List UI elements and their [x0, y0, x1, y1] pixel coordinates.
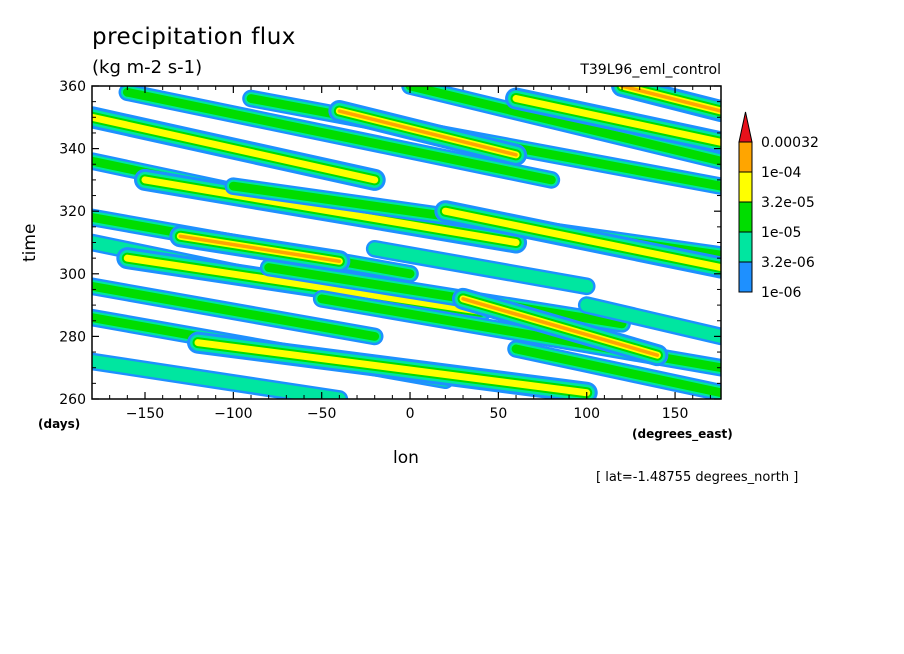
precip-band-14: [259, 258, 631, 333]
precip-band-23: [169, 225, 351, 273]
y-tick-label: 360: [59, 79, 86, 95]
colorbar-label: 1e-04: [761, 165, 801, 181]
precip-contour-21-2: [511, 344, 721, 398]
precip-contour-6-4: [620, 86, 721, 113]
precip-band-19: [187, 331, 598, 399]
colorbar-label: 0.00032: [761, 135, 819, 151]
precip-band-1: [118, 86, 561, 189]
colorbar-segment: [738, 201, 753, 233]
chart-units: (kg m-2 s-1): [92, 57, 203, 78]
precip-band-4: [401, 86, 721, 170]
precip-contour-17-4: [461, 297, 660, 357]
precip-contour-15-2: [92, 281, 380, 341]
y-axis: 260 280 300 320 340 360: [59, 79, 721, 408]
precip-band-8: [134, 168, 528, 254]
precip-contour-1-2: [122, 87, 556, 185]
x-tick-label: −100: [214, 406, 252, 422]
y-tick-label: 280: [59, 329, 86, 345]
colorbar-label: 1e-05: [761, 225, 801, 241]
precip-band-21: [507, 340, 721, 399]
precip-band-17: [452, 287, 669, 367]
precip-band-5: [505, 87, 721, 154]
precip-band-13: [116, 247, 492, 323]
precip-contour-22-1: [580, 298, 721, 343]
latitude-footnote: [ lat=-1.48755 degrees_north ]: [596, 470, 799, 485]
colorbar-label: 3.2e-06: [761, 255, 815, 271]
y-tick-label: 320: [59, 204, 86, 220]
y-tick-label: 260: [59, 392, 86, 408]
x-tick-label: 50: [489, 406, 507, 422]
precip-contour-14-2: [264, 263, 627, 329]
colorbar-label: 3.2e-05: [761, 195, 815, 211]
precip-band-22: [577, 296, 721, 346]
colorbar-segment: [738, 231, 753, 263]
precip-contour-0-3: [92, 113, 379, 184]
colorbar: 1e-06 3.2e-06 1e-05 3.2e-05 1e-04 0.00032: [738, 111, 819, 301]
precip-band-24: [365, 239, 596, 296]
precip-contour-23-4: [178, 234, 342, 264]
precip-contour-20-1: [92, 355, 346, 399]
precip-contour-8-3: [141, 176, 520, 246]
x-tick-label: −50: [307, 406, 337, 422]
x-axis-units: (degrees_east): [632, 427, 733, 441]
precip-contour-3-4: [337, 109, 518, 157]
precip-band-15: [92, 277, 384, 346]
precip-contour-13-3: [123, 254, 485, 315]
colorbar-segment: [738, 171, 753, 203]
colorbar-extend-triangle: [738, 111, 753, 143]
colorbar-label: 1e-06: [761, 285, 801, 301]
colorbar-segment: [738, 261, 753, 293]
y-axis-units: (days): [38, 417, 81, 431]
y-tick-label: 300: [59, 267, 86, 283]
precip-contour-24-1: [368, 242, 594, 293]
colorbar-segment: [738, 141, 753, 173]
precip-band-0: [92, 106, 386, 191]
x-tick-label: −150: [126, 406, 164, 422]
precip-contour-10-3: [441, 207, 721, 272]
precip-band-10: [434, 200, 721, 279]
chart-title: precipitation flux: [92, 24, 296, 50]
x-axis-label: lon: [393, 448, 419, 468]
precip-band-6: [611, 86, 721, 123]
precip-band-3: [328, 100, 528, 166]
precip-band-20: [92, 352, 349, 399]
run-id-label: T39L96_eml_control: [580, 62, 721, 78]
precip-contour-19-3: [194, 339, 591, 397]
x-tick-label: 0: [406, 406, 415, 422]
precip-contour-5-3: [512, 95, 721, 146]
y-tick-label: 340: [59, 142, 86, 158]
x-tick-label: 100: [573, 406, 600, 422]
precip-contour-4-2: [405, 86, 721, 166]
x-tick-label: 150: [662, 406, 689, 422]
x-axis: −150 −100 −50 0 50 100 150: [109, 86, 711, 422]
precipitation-field: [92, 86, 721, 399]
